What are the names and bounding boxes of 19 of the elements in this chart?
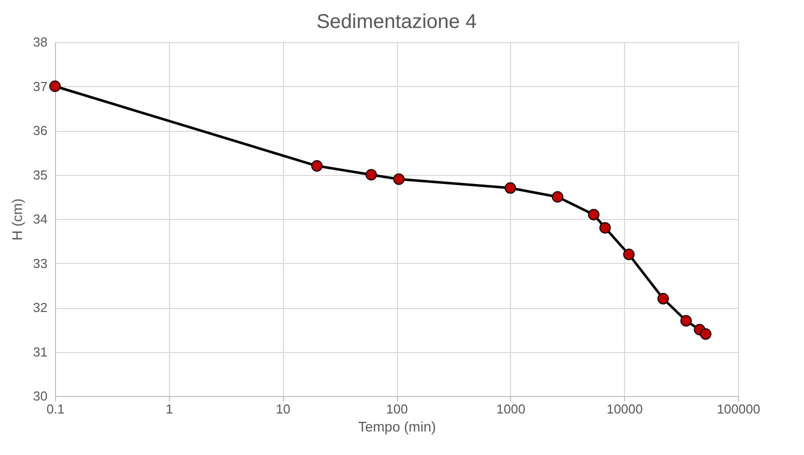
x-tick-label: 10 [276, 402, 290, 416]
x-tick-label: 100000 [716, 402, 760, 416]
y-tick-label: 30 [33, 388, 48, 404]
y-tick-label: 31 [33, 344, 48, 360]
x-tick-label: 1000 [496, 402, 526, 416]
x-tick-label: 1 [166, 402, 173, 416]
x-tick-label: 0.1 [46, 402, 65, 416]
chart-title: Sedimentazione 4 [316, 11, 477, 33]
x-tick-label: 100 [386, 402, 408, 416]
x-axis-title: Tempo (min) [358, 418, 436, 434]
y-tick-label: 36 [33, 123, 48, 138]
y-tick-label: 37 [33, 78, 48, 94]
y-tick-label: 34 [33, 212, 48, 226]
x-tick-label: 10000 [606, 402, 643, 416]
y-tick-label: 32 [33, 300, 48, 315]
y-tick-label: 33 [33, 256, 48, 271]
y-tick-label: 38 [33, 34, 48, 50]
y-axis-title: H (cm) [9, 198, 26, 240]
y-tick-label: 35 [33, 167, 48, 182]
